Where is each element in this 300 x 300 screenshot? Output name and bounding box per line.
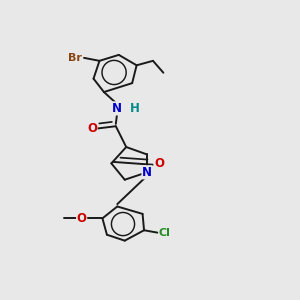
Text: H: H <box>130 102 140 115</box>
Text: O: O <box>76 212 87 225</box>
Text: N: N <box>112 102 122 115</box>
Text: N: N <box>142 166 152 179</box>
Text: Br: Br <box>68 53 82 63</box>
Text: Cl: Cl <box>159 228 171 238</box>
Text: O: O <box>87 122 97 135</box>
Text: O: O <box>154 157 164 170</box>
